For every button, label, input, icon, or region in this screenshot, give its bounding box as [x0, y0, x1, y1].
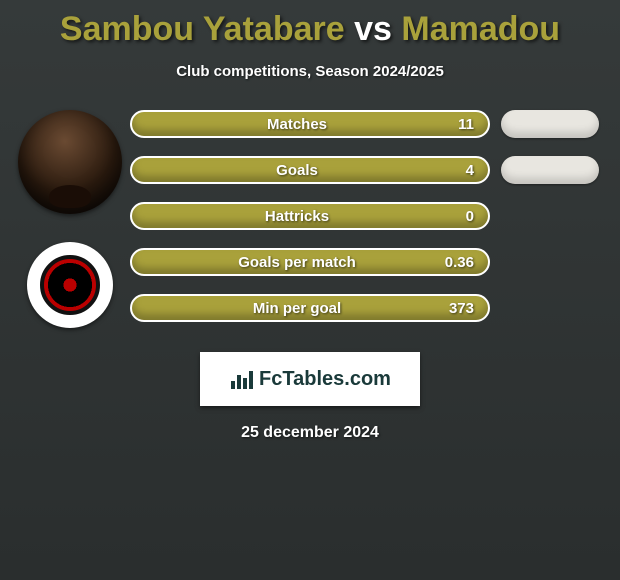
- stat-bar-goals: Goals 4: [130, 156, 490, 184]
- stat-label: Goals per match: [132, 254, 434, 271]
- player1-avatar: [18, 110, 122, 214]
- stat-bar-hattricks: Hattricks 0: [130, 202, 490, 230]
- stats-bars: Matches 11 Goals 4 Hattricks 0 Goals per…: [130, 108, 490, 322]
- branding-text: FcTables.com: [259, 368, 391, 391]
- player2-name: Mamadou: [401, 10, 560, 48]
- stat-label: Min per goal: [132, 300, 434, 317]
- club-badge-inner: [40, 255, 100, 315]
- stat-label: Hattricks: [132, 208, 434, 225]
- stat-bar-goals-per-match: Goals per match 0.36: [130, 248, 490, 276]
- comparison-title: Sambou Yatabare vs Mamadou: [0, 0, 620, 49]
- stat-value: 0.36: [434, 254, 474, 271]
- footer: FcTables.com 25 december 2024: [0, 352, 620, 442]
- season-subtitle: Club competitions, Season 2024/2025: [0, 63, 620, 80]
- stat-value: 4: [434, 162, 474, 179]
- comparison-content: Matches 11 Goals 4 Hattricks 0 Goals per…: [0, 108, 620, 328]
- stat-value: 373: [434, 300, 474, 317]
- stat-label: Matches: [132, 116, 434, 133]
- player2-pill: [501, 110, 599, 138]
- player2-column: [490, 108, 610, 322]
- player1-club-badge: [27, 242, 113, 328]
- date-text: 25 december 2024: [241, 424, 379, 442]
- player1-column: [10, 108, 130, 328]
- player1-name: Sambou Yatabare: [60, 10, 345, 48]
- stat-value: 11: [434, 116, 474, 133]
- vs-text: vs: [354, 10, 392, 48]
- bar-chart-icon: [229, 367, 253, 391]
- player2-pill: [501, 156, 599, 184]
- branding-box: FcTables.com: [200, 352, 420, 406]
- stat-bar-min-per-goal: Min per goal 373: [130, 294, 490, 322]
- stat-label: Goals: [132, 162, 434, 179]
- stat-bar-matches: Matches 11: [130, 110, 490, 138]
- stat-value: 0: [434, 208, 474, 225]
